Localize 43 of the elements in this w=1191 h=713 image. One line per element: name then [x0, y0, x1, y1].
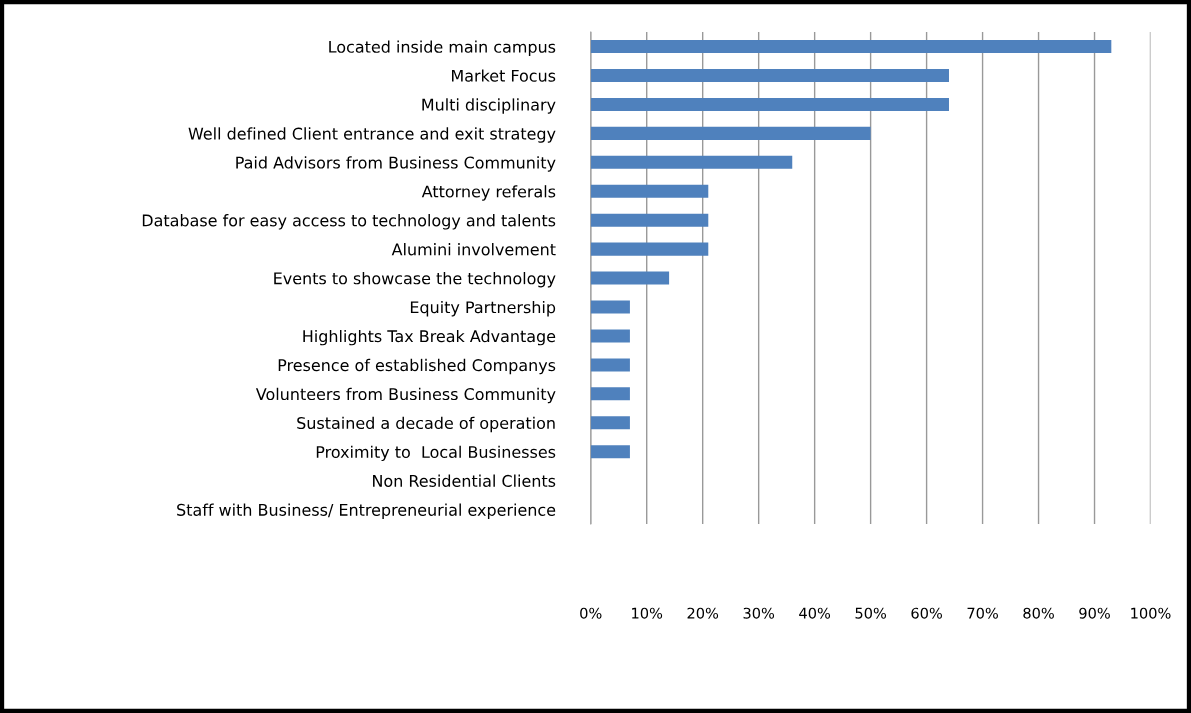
- x-tick-label: 70%: [967, 607, 998, 619]
- y-tick-label: Paid Advisors from Business Community: [236, 156, 556, 172]
- x-tick-label: 100%: [1131, 607, 1171, 619]
- bar: [590, 155, 793, 169]
- bar: [590, 213, 709, 227]
- y-tick-label: Market Focus: [452, 69, 556, 82]
- y-tick-label: Presence of established Companys: [278, 358, 556, 375]
- x-tick-label: 10%: [632, 607, 663, 619]
- bar: [590, 387, 630, 401]
- bar: [590, 329, 630, 343]
- bar: [590, 242, 709, 256]
- bar: [590, 445, 630, 459]
- x-tick-label: 60%: [911, 607, 942, 619]
- y-tick-label: Well defined Client entrance and exit strategy: [188, 127, 556, 143]
- y-tick-label: Multi disciplinary: [422, 98, 556, 114]
- x-tick-label: 80%: [1023, 607, 1054, 619]
- y-tick-label: Events to showcase the technology: [274, 272, 556, 288]
- y-tick-label: Volunteers from Business Community: [255, 387, 556, 404]
- y-tick-label: Alumini involvement: [391, 243, 556, 256]
- y-tick-label: Sustained a decade of operation: [297, 416, 555, 433]
- x-tick-label: 40%: [799, 607, 831, 619]
- x-tick-label: 20%: [687, 607, 719, 619]
- bar: [590, 126, 871, 140]
- bar: [590, 416, 630, 430]
- bar: [590, 271, 670, 285]
- bar: [590, 68, 949, 83]
- x-tick-label: 50%: [855, 607, 887, 619]
- y-tick-label: Non Residential Clients: [373, 474, 556, 487]
- bar: [590, 300, 630, 314]
- y-tick-label: Staff with Business/ Entrepreneurial experience: [177, 503, 556, 519]
- y-tick-label: Located inside main campus: [329, 40, 556, 56]
- x-tick-label: 30%: [743, 607, 775, 619]
- bar: [590, 358, 630, 372]
- y-tick-label: Equity Partnership: [410, 300, 556, 317]
- y-tick-label: Attorney referals: [421, 185, 556, 201]
- bar: [590, 40, 1112, 54]
- bar: [590, 184, 709, 198]
- x-tick-label: 90%: [1079, 607, 1110, 619]
- y-tick-label: Highlights Tax Break Advantage: [303, 329, 556, 346]
- y-tick-label: Proximity to Local Businesses: [316, 445, 556, 462]
- x-tick-label: 0%: [580, 607, 602, 619]
- y-tick-label: Database for easy access to technology and talents: [142, 214, 556, 230]
- bar: [590, 97, 949, 111]
